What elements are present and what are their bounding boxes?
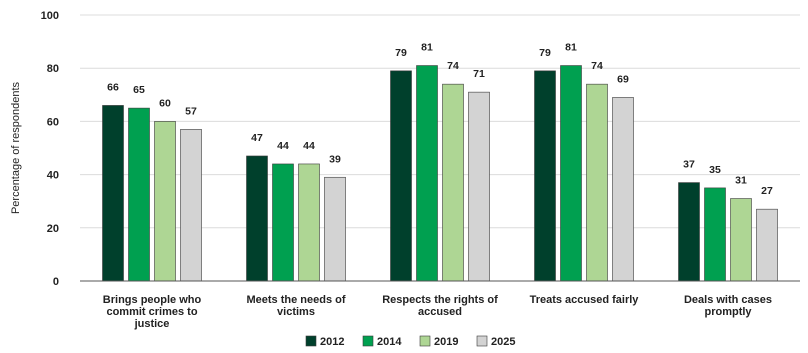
- category-label: Respects the rights of: [382, 294, 498, 306]
- data-label: 74: [447, 60, 459, 72]
- data-label: 44: [303, 140, 315, 152]
- legend-swatch-2019: [419, 335, 431, 347]
- data-label: 35: [709, 164, 721, 176]
- data-label: 81: [565, 42, 577, 54]
- y-tick-label: 40: [47, 170, 59, 182]
- y-tick-label: 0: [53, 276, 59, 288]
- data-label: 39: [329, 153, 341, 165]
- data-label: 66: [107, 81, 119, 93]
- category-label: Brings people who: [103, 294, 202, 306]
- y-tick-label: 100: [41, 10, 59, 22]
- bar-2019-cat-1: [298, 163, 320, 282]
- bar-2025-cat-1: [324, 176, 346, 282]
- category-label: Meets the needs of: [246, 294, 345, 306]
- data-label: 65: [133, 84, 145, 96]
- legend-swatch-2014: [362, 335, 374, 347]
- legend-label-2014: 2014: [377, 336, 402, 348]
- y-tick-label: 60: [47, 116, 59, 128]
- bar-2012-cat-0: [102, 105, 124, 282]
- bar-2014-cat-1: [272, 163, 294, 282]
- legend-label-2019: 2019: [434, 336, 458, 348]
- data-label: 31: [735, 175, 747, 187]
- bar-2025-cat-4: [756, 208, 778, 282]
- legend-label-2025: 2025: [491, 336, 515, 348]
- data-label: 69: [617, 73, 629, 85]
- bar-2025-cat-0: [180, 129, 202, 282]
- data-label: 74: [591, 60, 603, 72]
- bar-2025-cat-2: [468, 91, 490, 282]
- category-label: accused: [418, 306, 462, 318]
- bar-2019-cat-2: [442, 83, 464, 282]
- bar-2025-cat-3: [612, 97, 634, 282]
- bar-2014-cat-0: [128, 107, 150, 282]
- data-label: 79: [395, 47, 407, 59]
- bars: [102, 65, 778, 282]
- bar-2012-cat-4: [678, 182, 700, 282]
- category-label: victims: [277, 306, 315, 318]
- legend-swatch-2012: [305, 335, 317, 347]
- data-label: 47: [251, 132, 263, 144]
- category-label: promptly: [704, 306, 752, 318]
- bar-2019-cat-3: [586, 83, 608, 282]
- bar-2012-cat-3: [534, 70, 556, 282]
- y-tick-label: 80: [47, 63, 59, 75]
- category-label: Deals with cases: [684, 294, 772, 306]
- data-label: 37: [683, 159, 695, 171]
- data-labels: 66 65 60 57 47 44 44 39 79 81 74 71 79 81 74 69 37 35 31 27: [107, 42, 773, 198]
- y-axis-label: Percentage of respondents: [10, 81, 22, 214]
- bar-2012-cat-1: [246, 155, 268, 282]
- bar-2014-cat-4: [704, 187, 726, 282]
- legend: 2012 2014 2019 2025: [305, 335, 515, 348]
- legend-label-2012: 2012: [320, 336, 344, 348]
- data-label: 27: [761, 185, 773, 197]
- data-label: 71: [473, 68, 485, 80]
- category-label: Treats accused fairly: [530, 294, 640, 306]
- y-axis-ticks: 0 20 40 60 80 100: [41, 10, 59, 288]
- data-label: 44: [277, 140, 289, 152]
- data-label: 57: [185, 105, 197, 117]
- bar-2019-cat-4: [730, 198, 752, 282]
- category-label: justice: [134, 318, 170, 330]
- data-label: 60: [159, 97, 171, 109]
- bar-2014-cat-2: [416, 65, 438, 282]
- category-label: commit crimes to: [106, 306, 197, 318]
- data-label: 79: [539, 47, 551, 59]
- legend-swatch-2025: [476, 335, 488, 347]
- bar-2019-cat-0: [154, 121, 176, 282]
- bar-2014-cat-3: [560, 65, 582, 282]
- bar-2012-cat-2: [390, 70, 412, 282]
- y-tick-label: 20: [47, 223, 59, 235]
- data-label: 81: [421, 42, 433, 54]
